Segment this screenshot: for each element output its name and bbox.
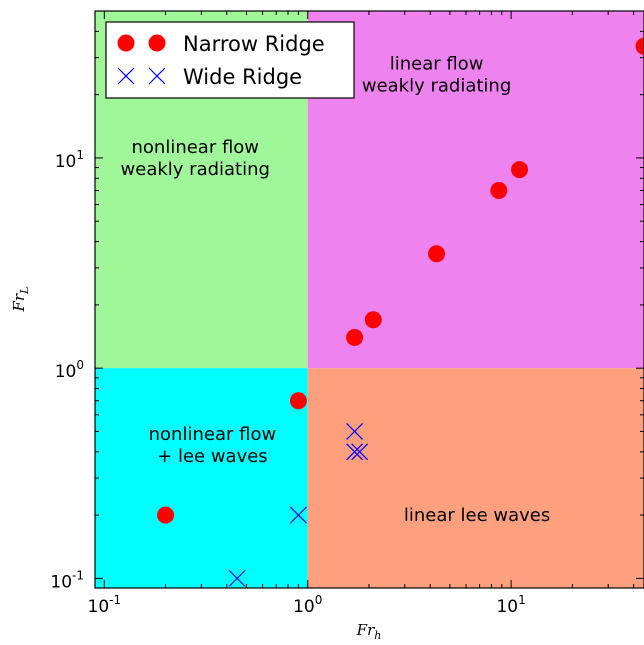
x-tick-label: 100	[293, 593, 322, 617]
wide-ridge-point	[346, 423, 364, 440]
region-label-line: weakly radiating	[362, 75, 511, 96]
wide-ridge-point	[351, 443, 369, 461]
x-stroke	[117, 67, 135, 85]
x-stroke	[289, 506, 307, 524]
ticks-layer	[94, 10, 644, 589]
points-layer	[157, 37, 644, 587]
tick-base: 10	[55, 362, 77, 382]
legend-marker	[117, 67, 135, 85]
tick-base: 10	[88, 597, 110, 617]
legend-marker	[117, 34, 135, 52]
narrow-ridge-point	[289, 392, 307, 410]
tick-exponent: -1	[72, 568, 84, 582]
tick-base: 10	[55, 152, 77, 172]
region-label-line: linear lee waves	[404, 505, 550, 526]
narrow-ridge-point	[157, 506, 175, 524]
legend-marker	[148, 67, 166, 85]
tick-exponent: 1	[76, 148, 84, 162]
tick-base: 10	[293, 597, 315, 617]
legend-box	[105, 21, 355, 99]
tick-exponent: 1	[518, 593, 526, 607]
x-axis-label: Frh	[356, 621, 382, 642]
x-stroke	[346, 423, 364, 440]
narrow-ridge-point	[490, 182, 508, 200]
region-2	[95, 368, 308, 588]
y-tick-label: 101	[55, 148, 84, 172]
tick-base: 10	[496, 597, 518, 617]
x-tick-label: 10-1	[88, 593, 122, 617]
region-label-0: nonlinear flow weakly radiating	[121, 137, 270, 180]
x-tick-label: 101	[496, 593, 525, 617]
region-label-line: nonlinear flow	[131, 137, 259, 158]
region-label-1: linear flow weakly radiating	[362, 53, 511, 96]
x-stroke	[346, 443, 364, 461]
y-axis-label: FrL	[10, 287, 31, 313]
narrow-ridge-point	[635, 37, 644, 55]
tick-base: 10	[50, 572, 72, 592]
x-stroke	[351, 443, 369, 461]
wide-ridge-point	[228, 569, 246, 587]
x-stroke	[148, 67, 166, 85]
narrow-ridge-point	[511, 161, 529, 179]
region-3	[307, 368, 644, 588]
plot-frame	[94, 10, 644, 589]
tick-exponent: -1	[109, 593, 121, 607]
narrow-ridge-point	[364, 311, 382, 329]
region-1	[307, 11, 644, 369]
region-label-line: linear flow	[390, 53, 484, 74]
region-label-line: + lee waves	[157, 446, 268, 467]
legend-marker	[148, 34, 166, 52]
narrow-ridge-point	[428, 245, 446, 263]
x-stroke	[228, 569, 246, 587]
tick-exponent: 0	[315, 593, 323, 607]
y-tick-label: 10-1	[50, 568, 84, 592]
y-tick-label: 100	[55, 358, 84, 382]
wide-ridge-point	[289, 506, 307, 524]
narrow-ridge-point	[346, 328, 364, 346]
region-label-line: nonlinear flow	[149, 424, 277, 445]
legend: Narrow Ridge Wide Ridge	[105, 21, 355, 99]
region-label-2: nonlinear flow + lee waves	[149, 424, 277, 467]
legend-label: Wide Ridge	[183, 65, 302, 89]
wide-ridge-point	[346, 443, 364, 461]
region-label-line: weakly radiating	[121, 159, 270, 180]
region-label-3: linear lee waves	[404, 505, 550, 526]
legend-label: Narrow Ridge	[183, 32, 325, 56]
tick-exponent: 0	[76, 358, 84, 372]
